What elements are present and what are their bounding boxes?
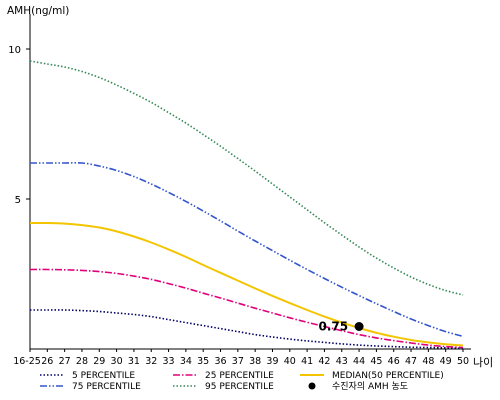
marker-dot [354,322,364,331]
legend-label-1: 25 PERCENTILE [205,371,274,381]
x-tick-label: 47 [405,356,417,367]
x-tick-label: 50 [457,356,469,367]
y-tick-label: 5 [15,195,21,206]
x-tick-label: 46 [388,356,400,367]
y-axis-label: AMH(ng/ml) [7,5,69,17]
x-tick-label: 35 [197,356,209,367]
x-tick-label: 26 [41,356,53,367]
x-tick-label: 31 [128,356,140,367]
x-axis-label: 나이 [473,356,493,369]
x-tick-label: 39 [266,356,278,367]
x-tick-label: 34 [180,356,192,367]
marker-value-label: 0.75 [318,320,348,334]
x-tick-label: 28 [76,356,88,367]
legend-marker-label: 수진자의 AMH 농도 [332,381,408,392]
series-line-3 [30,161,464,338]
x-tick-label: 41 [301,356,313,367]
x-tick-label: 37 [232,356,244,367]
x-tick-label: 29 [93,356,105,367]
x-tick-label: 42 [318,356,330,367]
x-ticks: 16-25 26 27 28 29 30 31 32 33 34 35 36 37 38 39 40 41 42 4… [13,349,469,367]
series-line-2 [29,221,464,347]
legend-label-4: 95 PERCENTILE [205,382,274,392]
legend-label-3: 75 PERCENTILE [72,382,141,392]
y-tick-label: 10 [8,45,21,56]
legend-label-2: MEDIAN(50 PERCENTILE) [332,371,444,381]
series-line-1 [29,268,464,349]
x-tick-label: 40 [284,356,296,367]
series-line-0 [30,309,464,349]
x-tick-label: 38 [249,356,261,367]
legend-label-0: 5 PERCENTILE [72,371,135,381]
x-tick-label: 49 [440,356,452,367]
x-tick-label: 45 [370,356,382,367]
x-tick-label: 43 [336,356,348,367]
y-ticks: 5 10 [8,45,30,206]
series-lines [29,60,464,349]
x-tick-label: 36 [214,356,226,367]
x-tick-label: 33 [163,356,175,367]
series-line-4 [29,60,464,296]
x-tick-label: 30 [111,356,123,367]
axes [29,14,471,350]
x-tick-label: 27 [59,356,71,367]
x-tick-label: 32 [145,356,157,367]
x-tick-label: 16-25 [13,356,41,367]
x-tick-label: 44 [353,356,365,367]
legend-marker-dot [308,382,316,390]
patient-marker: 0.75 [318,320,364,334]
x-tick-label: 48 [422,356,434,367]
